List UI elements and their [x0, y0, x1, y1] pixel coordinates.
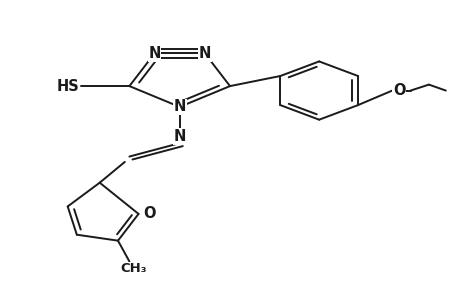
Text: N: N	[148, 46, 160, 61]
Text: O: O	[143, 206, 156, 221]
Text: O: O	[392, 83, 404, 98]
Text: N: N	[198, 46, 211, 61]
Text: HS: HS	[56, 79, 79, 94]
Text: N: N	[173, 99, 185, 114]
Text: CH₃: CH₃	[120, 262, 147, 275]
Text: N: N	[173, 129, 185, 144]
